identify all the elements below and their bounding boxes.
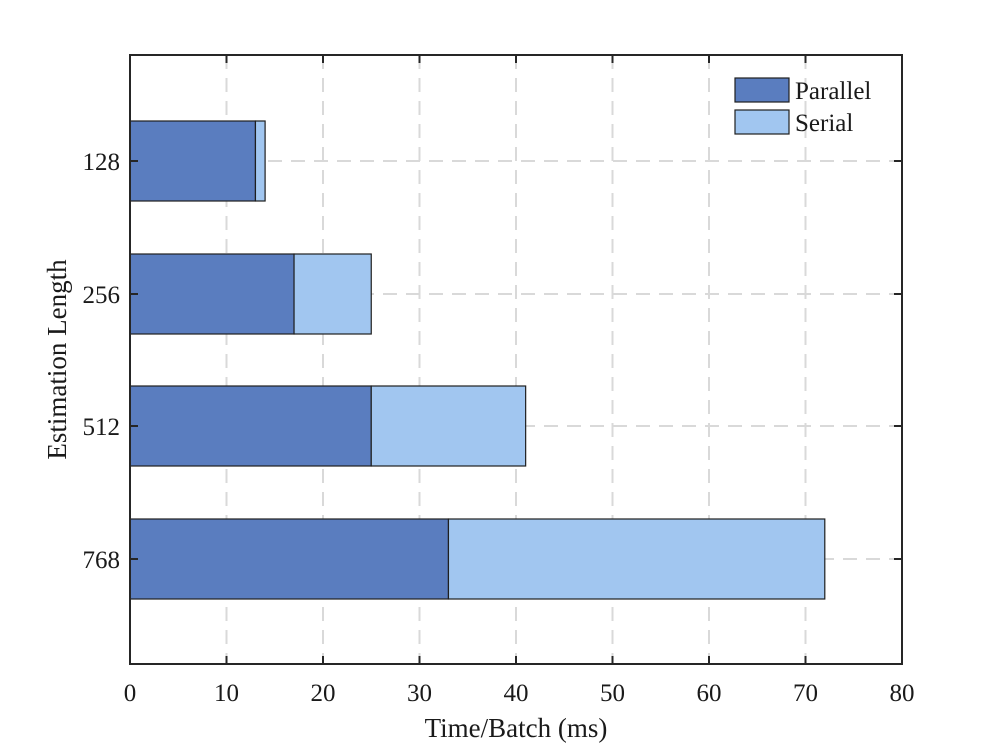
bar-serial-256 [293,253,372,335]
bar-parallel-256 [129,253,295,335]
bar-serial-512 [370,385,527,467]
legend: Parallel Serial [734,77,871,137]
y-tick-label: 256 [83,282,121,309]
y-tick-label: 768 [83,547,121,574]
y-tick-label: 512 [83,414,121,441]
x-axis-title: Time/Batch (ms) [425,713,608,743]
x-tick-label: 60 [697,680,722,707]
x-tick-label: 20 [311,680,336,707]
y-axis-title: Estimation Length [42,259,72,460]
bar-parallel-512 [129,385,372,467]
tick-labels: 0 10 20 30 40 50 60 70 80 128 256 512 768 [83,149,915,707]
bar-serial-768 [447,518,826,600]
x-tick-label: 0 [124,680,137,707]
legend-label-parallel: Parallel [795,78,871,105]
x-tick-label: 80 [890,680,915,707]
legend-swatch-serial [734,109,790,135]
bar-parallel-768 [129,518,450,600]
x-tick-label: 50 [600,680,625,707]
bar-parallel-128 [129,120,257,202]
y-tick-label: 128 [83,149,121,176]
bars [129,120,826,600]
x-tick-label: 40 [504,680,529,707]
legend-swatch-parallel [734,77,790,103]
axis-ticks [129,55,903,664]
bar-serial-128 [254,120,266,202]
x-tick-label: 70 [793,680,818,707]
x-tick-label: 10 [214,680,239,707]
legend-label-serial: Serial [795,110,853,137]
x-tick-label: 30 [407,680,432,707]
